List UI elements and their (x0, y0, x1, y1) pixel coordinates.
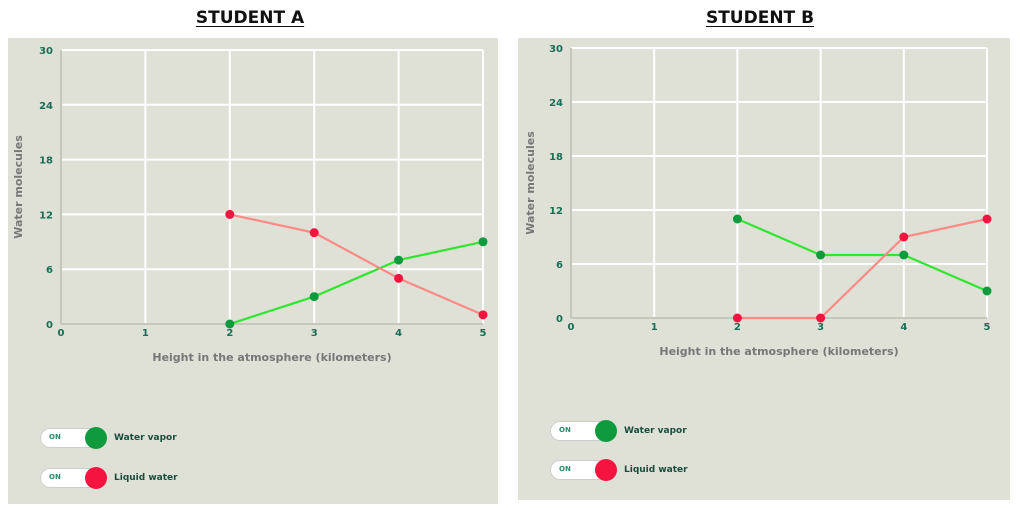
data-point-liquid-water (394, 273, 404, 283)
data-point-liquid-water (478, 310, 488, 320)
water-vapor-knob[interactable] (85, 427, 107, 449)
toggle-label: Liquid water (624, 465, 688, 475)
x-tick-label: 3 (311, 328, 318, 339)
series-line-water-vapor (736, 217, 988, 293)
chart-panel-student-b: 0 6 12 18 24 30 0 1 2 3 4 5 Height in the atmosphere… (518, 38, 1010, 500)
y-tick-label: 6 (46, 265, 53, 276)
data-point-water-vapor (982, 286, 992, 296)
x-axis-title: Height in the atmosphere (kilometers) (659, 345, 898, 358)
x-tick-label: 4 (900, 322, 907, 333)
y-tick-label: 18 (549, 152, 563, 163)
y-tick-label: 6 (556, 260, 563, 271)
x-tick-label: 2 (226, 328, 233, 339)
data-point-liquid-water (899, 232, 909, 242)
water-vapor-knob[interactable] (595, 420, 617, 442)
data-point-water-vapor (309, 292, 319, 302)
toggle-label: Water vapor (114, 433, 177, 443)
x-tick-label: 3 (817, 322, 824, 333)
toggle-switch[interactable]: ON (550, 420, 617, 442)
y-tick-label: 30 (39, 46, 53, 57)
y-tick-label: 24 (549, 98, 563, 109)
liquid-water-knob[interactable] (85, 467, 107, 489)
x-tick-label: 2 (734, 322, 741, 333)
data-point-liquid-water (982, 214, 992, 224)
data-point-water-vapor (225, 319, 235, 329)
chart-title-student-b: STUDENT B (705, 8, 815, 28)
toggle-state-label: ON (49, 433, 61, 441)
series-line-water-vapor (229, 240, 484, 326)
liquid-water-knob[interactable] (595, 459, 617, 481)
data-point-water-vapor (899, 250, 909, 260)
y-tick-label: 0 (556, 314, 563, 325)
chart-title-student-a: STUDENT A (195, 8, 305, 28)
data-point-liquid-water (309, 228, 319, 238)
toggle-water-vapor-b[interactable]: ON Water vapor (550, 420, 687, 442)
x-tick-label: 4 (395, 328, 402, 339)
series-line-liquid-water (737, 217, 988, 320)
x-axis-title: Height in the atmosphere (kilometers) (152, 351, 391, 364)
x-tick-label: 0 (568, 322, 575, 333)
x-tick-label: 5 (984, 322, 991, 333)
toggle-state-label: ON (559, 465, 571, 473)
x-tick-label: 5 (480, 328, 487, 339)
toggle-switch[interactable]: ON (40, 427, 107, 449)
data-point-water-vapor (394, 255, 404, 265)
x-tick-label: 1 (651, 322, 658, 333)
toggle-switch[interactable]: ON (550, 459, 617, 481)
y-axis-title: Water molecules (12, 135, 25, 239)
toggle-liquid-water-b[interactable]: ON Liquid water (550, 459, 688, 481)
x-tick-label: 1 (142, 328, 149, 339)
data-point-liquid-water (816, 313, 826, 323)
chart-panel-student-a: 0 6 12 18 24 30 0 1 2 3 4 5 Height in the atmosphere… (8, 38, 498, 504)
toggle-state-label: ON (559, 426, 571, 434)
data-point-water-vapor (478, 237, 488, 247)
series-line-liquid-water (229, 213, 484, 316)
x-tick-label: 0 (58, 328, 65, 339)
toggle-label: Liquid water (114, 473, 178, 483)
toggle-water-vapor-a[interactable]: ON Water vapor (40, 427, 177, 449)
data-point-liquid-water (225, 209, 235, 219)
y-axis-title: Water molecules (524, 131, 537, 235)
y-tick-label: 18 (39, 156, 53, 167)
toggle-switch[interactable]: ON (40, 467, 107, 489)
data-point-water-vapor (816, 250, 826, 260)
y-tick-label: 12 (549, 206, 563, 217)
y-tick-label: 0 (46, 320, 53, 331)
y-tick-label: 24 (39, 101, 53, 112)
toggle-liquid-water-a[interactable]: ON Liquid water (40, 467, 178, 489)
toggle-state-label: ON (49, 473, 61, 481)
toggle-label: Water vapor (624, 426, 687, 436)
y-tick-label: 30 (549, 44, 563, 55)
data-point-liquid-water (732, 313, 742, 323)
data-point-water-vapor (732, 214, 742, 224)
y-tick-label: 12 (39, 210, 53, 221)
